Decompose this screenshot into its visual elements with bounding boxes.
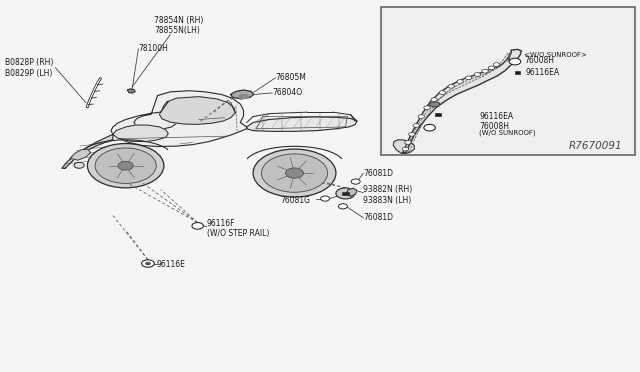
Circle shape [424,106,430,110]
Circle shape [321,196,330,201]
Text: 78854N (RH)
78855N(LH): 78854N (RH) 78855N(LH) [154,16,204,35]
Polygon shape [111,91,246,147]
Circle shape [118,161,133,170]
Circle shape [402,147,408,151]
Circle shape [336,188,355,199]
Polygon shape [159,97,236,124]
Text: 76008H: 76008H [479,122,509,131]
Text: 93882N (RH)
93883N (LH): 93882N (RH) 93883N (LH) [364,185,413,205]
Circle shape [431,98,437,102]
Bar [435,113,441,116]
Circle shape [488,66,495,70]
Circle shape [509,58,521,65]
Bar [381,7,636,155]
Text: <W/O SUNROOF>: <W/O SUNROOF> [524,52,587,58]
Text: 76805M: 76805M [275,73,307,82]
Bar [342,192,349,195]
Text: (W/O SUNROOF): (W/O SUNROOF) [479,130,536,137]
Circle shape [424,124,435,131]
Circle shape [261,154,328,192]
Circle shape [192,222,204,229]
Circle shape [145,262,150,265]
Polygon shape [347,188,357,196]
Polygon shape [113,125,168,142]
Circle shape [457,80,463,83]
Circle shape [95,148,156,183]
Polygon shape [394,140,414,154]
Circle shape [465,76,472,80]
Text: 96116F
(W/O STEP RAIL): 96116F (W/O STEP RAIL) [207,219,269,238]
Text: B0828P (RH)
B0829P (LH): B0828P (RH) B0829P (LH) [4,58,53,77]
Circle shape [141,260,154,267]
Polygon shape [70,149,91,160]
Text: 76081D: 76081D [364,213,394,222]
Circle shape [339,204,348,209]
Circle shape [404,141,411,144]
Circle shape [74,162,84,168]
Circle shape [439,91,445,94]
Text: 96116EA: 96116EA [479,112,513,121]
Bar [515,71,520,74]
Text: 76804O: 76804O [272,89,302,97]
Circle shape [482,69,488,73]
Polygon shape [239,94,248,99]
Circle shape [351,179,360,184]
Polygon shape [127,89,135,93]
Circle shape [285,168,303,178]
Polygon shape [403,49,522,153]
Text: 76008H: 76008H [524,56,554,65]
Circle shape [493,62,500,66]
Circle shape [418,115,424,118]
Text: 76081D: 76081D [364,169,394,178]
Circle shape [448,84,454,88]
Text: R7670091: R7670091 [568,141,622,151]
Polygon shape [62,134,113,168]
Polygon shape [428,102,440,107]
Circle shape [474,73,481,76]
Polygon shape [406,53,511,152]
Circle shape [408,132,415,136]
Text: 76081G: 76081G [280,196,310,205]
Circle shape [88,144,164,188]
Circle shape [253,149,336,197]
Polygon shape [231,90,253,99]
Text: 96116EA: 96116EA [525,68,559,77]
Polygon shape [246,117,357,131]
Text: 96116E: 96116E [157,260,186,269]
Circle shape [413,124,419,127]
Text: 78100H: 78100H [138,44,168,53]
